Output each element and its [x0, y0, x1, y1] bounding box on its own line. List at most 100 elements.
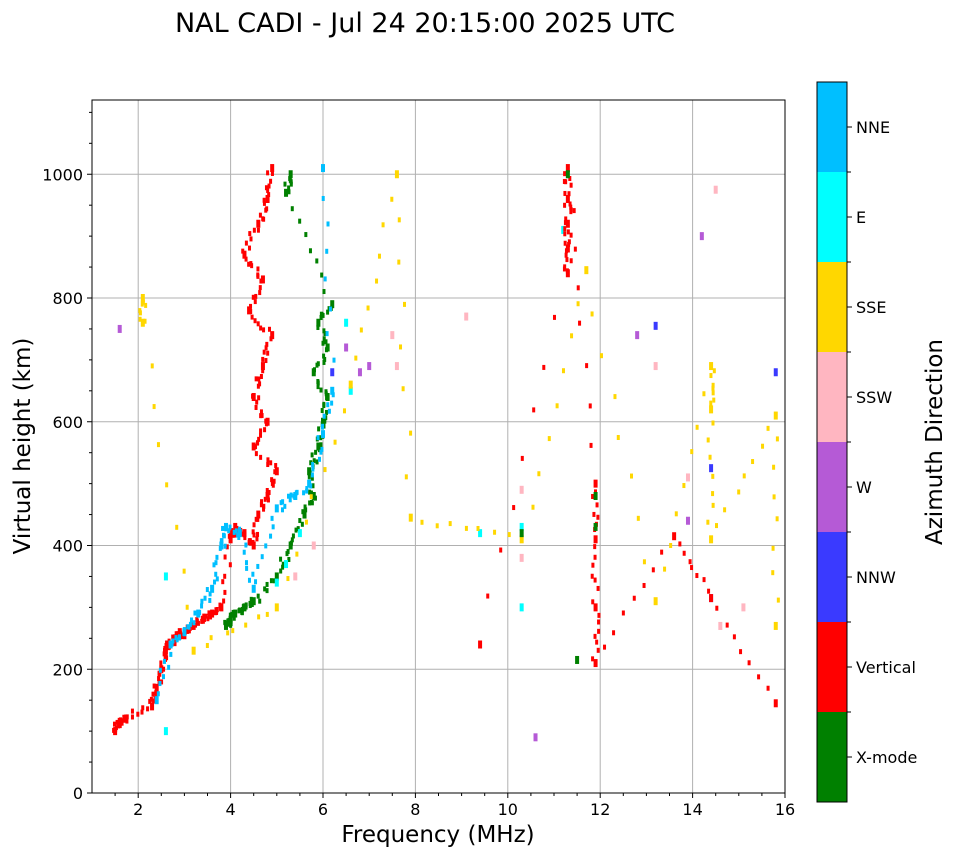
echo-point [707, 588, 711, 594]
echo-point [568, 201, 572, 207]
echo-point [225, 544, 229, 550]
echo-point [324, 389, 328, 395]
echo-point [563, 171, 567, 177]
echo-point [162, 658, 166, 664]
echo-point [223, 573, 227, 579]
echo-point [695, 424, 699, 430]
echo-point [269, 578, 273, 584]
echo-point [742, 473, 746, 479]
echo-point [243, 535, 247, 541]
echo-point [231, 628, 235, 634]
echo-point [316, 442, 321, 451]
echo-point [714, 523, 718, 529]
echo-point [171, 634, 175, 640]
echo-point [244, 240, 248, 246]
echo-point [711, 382, 715, 388]
x-tick-label: 2 [133, 800, 143, 819]
echo-point [259, 325, 263, 331]
echo-point [319, 387, 323, 393]
echo-point [636, 515, 640, 521]
echo-point [572, 208, 576, 214]
echo-point [642, 582, 646, 588]
echo-point [215, 554, 219, 560]
echo-point [154, 696, 159, 705]
echo-point [630, 473, 634, 479]
echo-point [154, 690, 158, 696]
echo-point [260, 275, 265, 284]
echo-point [711, 420, 715, 426]
echo-point [185, 604, 189, 610]
echo-point [273, 469, 277, 475]
echo-point [186, 624, 190, 630]
echo-point [251, 597, 256, 606]
echo-point [191, 646, 196, 655]
echo-point [258, 212, 262, 218]
echo-point [712, 368, 716, 374]
echo-point [315, 362, 319, 368]
echo-point [227, 617, 231, 623]
echo-point [565, 195, 570, 203]
echo-point [290, 537, 294, 543]
echo-point [642, 559, 646, 565]
echo-point [163, 727, 168, 736]
echo-point [160, 679, 164, 685]
echo-point [773, 621, 778, 630]
echo-point [309, 490, 313, 496]
echo-point [321, 423, 325, 429]
echo-point [310, 475, 314, 481]
echo-point [311, 483, 315, 489]
echo-point [221, 525, 225, 531]
echo-point [567, 241, 571, 247]
y-tick-label: 400 [52, 537, 83, 556]
echo-point [262, 503, 266, 509]
echo-point [164, 643, 168, 649]
echo-point [603, 644, 607, 650]
echo-point [566, 229, 570, 235]
echo-point [175, 524, 179, 530]
echo-point [594, 489, 598, 495]
echo-point [303, 504, 307, 510]
echo-point [267, 326, 271, 332]
echo-point [564, 179, 568, 185]
echo-point [146, 706, 150, 712]
x-tick-label: 16 [775, 800, 795, 819]
echo-point [292, 493, 296, 499]
echo-point [242, 603, 247, 612]
echo-point [288, 176, 292, 182]
echo-point [249, 303, 253, 309]
echo-point [569, 207, 573, 213]
echo-point [593, 522, 598, 531]
echo-point [596, 514, 600, 520]
echo-point [773, 411, 778, 420]
echo-point [130, 708, 134, 714]
echo-point [226, 630, 230, 636]
x-tick-label: 6 [318, 800, 328, 819]
echo-point [281, 564, 285, 570]
echo-point [399, 344, 403, 350]
echo-point [259, 502, 263, 508]
echo-point [435, 523, 439, 529]
echo-point [266, 187, 270, 193]
echo-point [542, 364, 546, 370]
colorbar-tick-label: X-mode [856, 748, 917, 767]
echo-point [284, 188, 289, 197]
echo-point [174, 635, 178, 641]
echo-point [711, 385, 715, 391]
echo-point [140, 709, 144, 715]
echo-point [394, 362, 399, 371]
echo-point [173, 641, 177, 647]
echo-point [247, 540, 251, 546]
echo-point [552, 314, 556, 320]
echo-point [125, 718, 129, 724]
echo-point [244, 542, 248, 548]
echo-point [203, 595, 207, 601]
echo-point [194, 622, 198, 628]
echo-point [224, 622, 228, 628]
echo-point [316, 325, 320, 331]
echo-point [301, 509, 305, 515]
echo-point [333, 439, 337, 445]
echo-point [591, 656, 595, 662]
echo-point [321, 340, 325, 346]
echo-point [320, 408, 324, 414]
